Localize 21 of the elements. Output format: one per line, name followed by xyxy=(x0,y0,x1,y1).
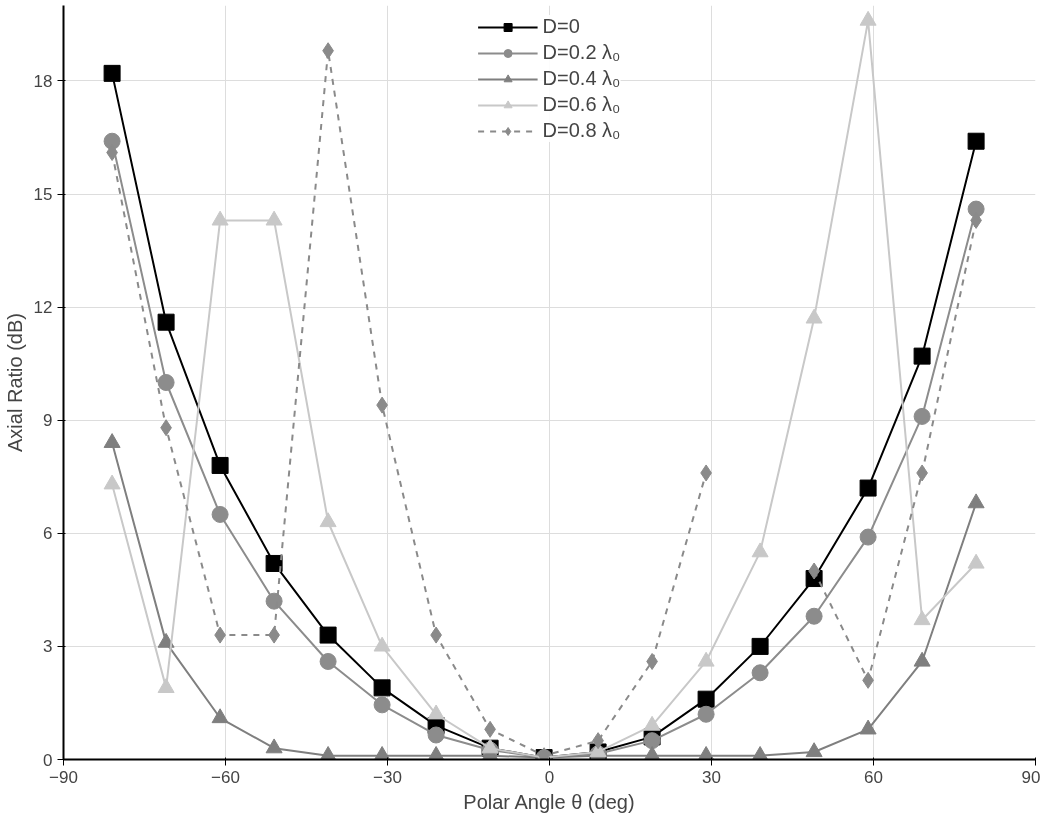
y-tick-label: 9 xyxy=(43,411,53,431)
y-tick-label: 0 xyxy=(43,750,53,770)
legend-label: D=0 xyxy=(542,15,580,38)
x-tick-label: 0 xyxy=(544,767,555,787)
x-tick-label: 60 xyxy=(864,767,883,787)
y-tick-label: 12 xyxy=(33,298,53,318)
y-tick-label: 6 xyxy=(43,524,53,544)
y-tick-label: 15 xyxy=(33,185,53,204)
x-tick-label: −30 xyxy=(373,767,402,787)
x-tick-label: 90 xyxy=(1021,767,1041,787)
y-axis-title: Axial Ratio (dB) xyxy=(3,313,26,452)
x-tick-label: −90 xyxy=(49,767,78,787)
x-tick-label: −60 xyxy=(211,767,240,787)
legend-label: D=0.4 λ₀ xyxy=(542,67,621,90)
x-axis-title: Polar Angle θ (deg) xyxy=(463,790,635,813)
legend-label: D=0.2 λ₀ xyxy=(542,41,621,64)
legend-label: D=0.6 λ₀ xyxy=(542,93,621,116)
y-tick-label: 3 xyxy=(43,637,53,657)
legend-label: D=0.8 λ₀ xyxy=(542,119,621,142)
x-tick-label: 30 xyxy=(702,767,721,787)
y-tick-label: 18 xyxy=(33,71,53,91)
